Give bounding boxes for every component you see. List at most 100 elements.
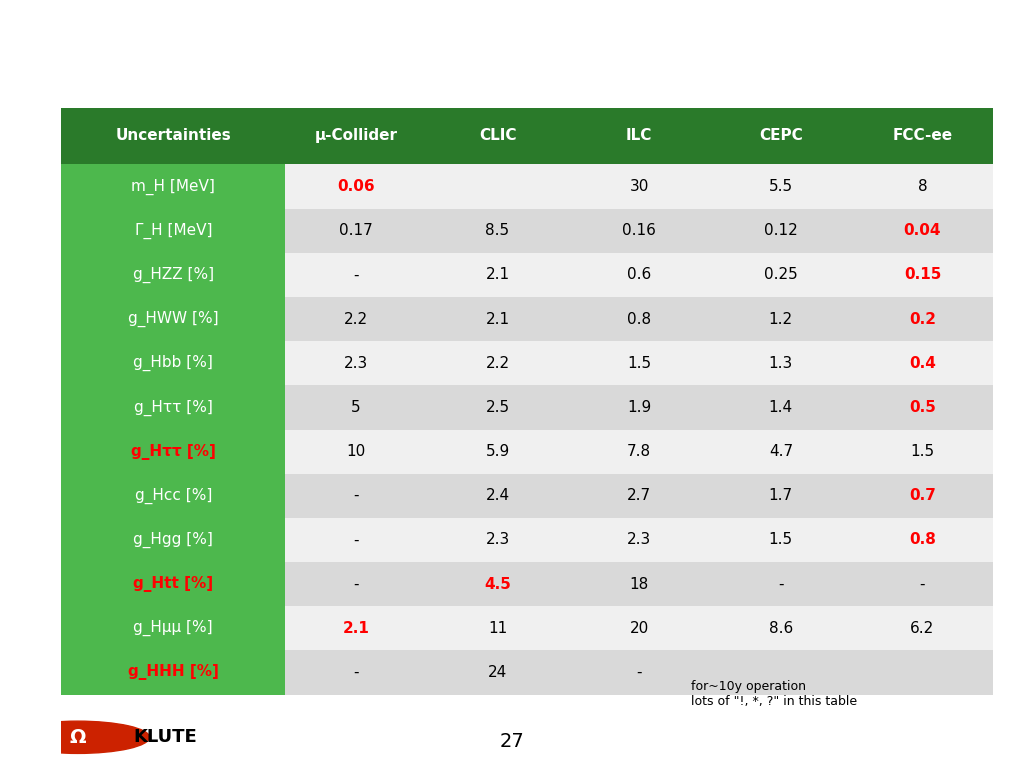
Circle shape	[6, 721, 150, 753]
Text: 2.1: 2.1	[485, 312, 510, 326]
Text: 2.3: 2.3	[344, 356, 368, 371]
Text: 30: 30	[630, 179, 649, 194]
Text: 0.8: 0.8	[909, 532, 936, 548]
Text: g_Hττ [%]: g_Hττ [%]	[134, 399, 213, 415]
Text: g_Hμμ [%]: g_Hμμ [%]	[133, 621, 213, 637]
Text: 0.4: 0.4	[909, 356, 936, 371]
Text: 10: 10	[346, 444, 366, 459]
Text: 5.9: 5.9	[485, 444, 510, 459]
FancyBboxPatch shape	[285, 297, 993, 341]
Text: g_Hττ [%]: g_Hττ [%]	[131, 444, 216, 459]
Text: 0.06: 0.06	[337, 179, 375, 194]
Text: 0.7: 0.7	[909, 488, 936, 503]
Text: 2.1: 2.1	[485, 267, 510, 283]
Text: g_Hgg [%]: g_Hgg [%]	[133, 532, 213, 548]
FancyBboxPatch shape	[61, 253, 285, 297]
Text: g_HHH [%]: g_HHH [%]	[128, 664, 219, 680]
Text: 0.12: 0.12	[764, 223, 798, 238]
FancyBboxPatch shape	[61, 562, 285, 606]
Text: 2.7: 2.7	[627, 488, 651, 503]
Text: 0.2: 0.2	[909, 312, 936, 326]
FancyBboxPatch shape	[61, 209, 285, 253]
Text: 0.25: 0.25	[764, 267, 798, 283]
FancyBboxPatch shape	[285, 474, 993, 518]
Text: FCC-ee: FCC-ee	[892, 128, 952, 144]
Text: 0.15: 0.15	[904, 267, 941, 283]
FancyBboxPatch shape	[285, 429, 993, 474]
Text: 0.16: 0.16	[623, 223, 656, 238]
Text: 5.5: 5.5	[769, 179, 793, 194]
Text: 2.5: 2.5	[485, 400, 510, 415]
Text: μ-Collider: μ-Collider	[314, 128, 397, 144]
Text: 27: 27	[500, 732, 524, 750]
Text: 20: 20	[630, 621, 649, 636]
FancyBboxPatch shape	[285, 209, 993, 253]
Text: ILC: ILC	[626, 128, 652, 144]
Text: 4.7: 4.7	[769, 444, 793, 459]
Text: 0.5: 0.5	[909, 400, 936, 415]
FancyBboxPatch shape	[61, 518, 285, 562]
Text: 1.5: 1.5	[769, 532, 793, 548]
Text: -: -	[353, 532, 358, 548]
Text: -: -	[353, 488, 358, 503]
Text: 6.2: 6.2	[910, 621, 935, 636]
Text: 1.9: 1.9	[627, 400, 651, 415]
Text: 0.04: 0.04	[904, 223, 941, 238]
Text: -: -	[920, 577, 926, 591]
Text: 1.3: 1.3	[769, 356, 793, 371]
Text: 1.7: 1.7	[769, 488, 793, 503]
Text: m_H [MeV]: m_H [MeV]	[131, 178, 215, 194]
FancyBboxPatch shape	[61, 650, 285, 694]
FancyBboxPatch shape	[285, 253, 993, 297]
Text: 1.5: 1.5	[627, 356, 651, 371]
Text: KLUTE: KLUTE	[133, 728, 197, 746]
Text: 18: 18	[630, 577, 649, 591]
FancyBboxPatch shape	[285, 518, 993, 562]
Text: g_Hbb [%]: g_Hbb [%]	[133, 355, 213, 372]
Text: -: -	[637, 665, 642, 680]
FancyBboxPatch shape	[61, 386, 285, 429]
FancyBboxPatch shape	[285, 650, 993, 694]
Text: 7.8: 7.8	[627, 444, 651, 459]
FancyBboxPatch shape	[61, 341, 285, 386]
Text: g_HWW [%]: g_HWW [%]	[128, 311, 218, 327]
FancyBboxPatch shape	[285, 386, 993, 429]
Text: 0.17: 0.17	[339, 223, 373, 238]
FancyBboxPatch shape	[61, 429, 285, 474]
FancyBboxPatch shape	[61, 606, 285, 650]
FancyBboxPatch shape	[61, 474, 285, 518]
FancyBboxPatch shape	[285, 164, 993, 209]
Text: 1.5: 1.5	[910, 444, 935, 459]
Text: 4.5: 4.5	[484, 577, 511, 591]
Text: Uncertainties: Uncertainties	[116, 128, 231, 144]
Text: 8.5: 8.5	[485, 223, 510, 238]
Text: 5: 5	[351, 400, 360, 415]
Text: Γ_H [MeV]: Γ_H [MeV]	[134, 223, 212, 239]
Text: CLIC: CLIC	[479, 128, 516, 144]
Text: for~10y operation
lots of "!, *, ?" in this table: for~10y operation lots of "!, *, ?" in t…	[691, 680, 857, 708]
Text: CEPC: CEPC	[759, 128, 803, 144]
FancyBboxPatch shape	[61, 297, 285, 341]
Text: 0.6: 0.6	[627, 267, 651, 283]
FancyBboxPatch shape	[285, 341, 993, 386]
Text: Ω: Ω	[70, 728, 86, 746]
Text: 8.6: 8.6	[769, 621, 793, 636]
FancyBboxPatch shape	[61, 108, 993, 164]
FancyBboxPatch shape	[61, 164, 285, 209]
Text: g_Htt [%]: g_Htt [%]	[133, 576, 213, 592]
Text: 1.2: 1.2	[769, 312, 793, 326]
Text: 1.4: 1.4	[769, 400, 793, 415]
Text: -: -	[353, 267, 358, 283]
Text: -: -	[778, 577, 783, 591]
FancyBboxPatch shape	[285, 562, 993, 606]
Text: 2.2: 2.2	[485, 356, 510, 371]
Text: g_HZZ [%]: g_HZZ [%]	[133, 266, 214, 283]
Text: 2.3: 2.3	[627, 532, 651, 548]
FancyBboxPatch shape	[285, 606, 993, 650]
Text: 0.8: 0.8	[627, 312, 651, 326]
Text: 8: 8	[918, 179, 928, 194]
Text: -: -	[353, 577, 358, 591]
Text: 2.4: 2.4	[485, 488, 510, 503]
Text: -: -	[353, 665, 358, 680]
Text: 2.2: 2.2	[344, 312, 368, 326]
